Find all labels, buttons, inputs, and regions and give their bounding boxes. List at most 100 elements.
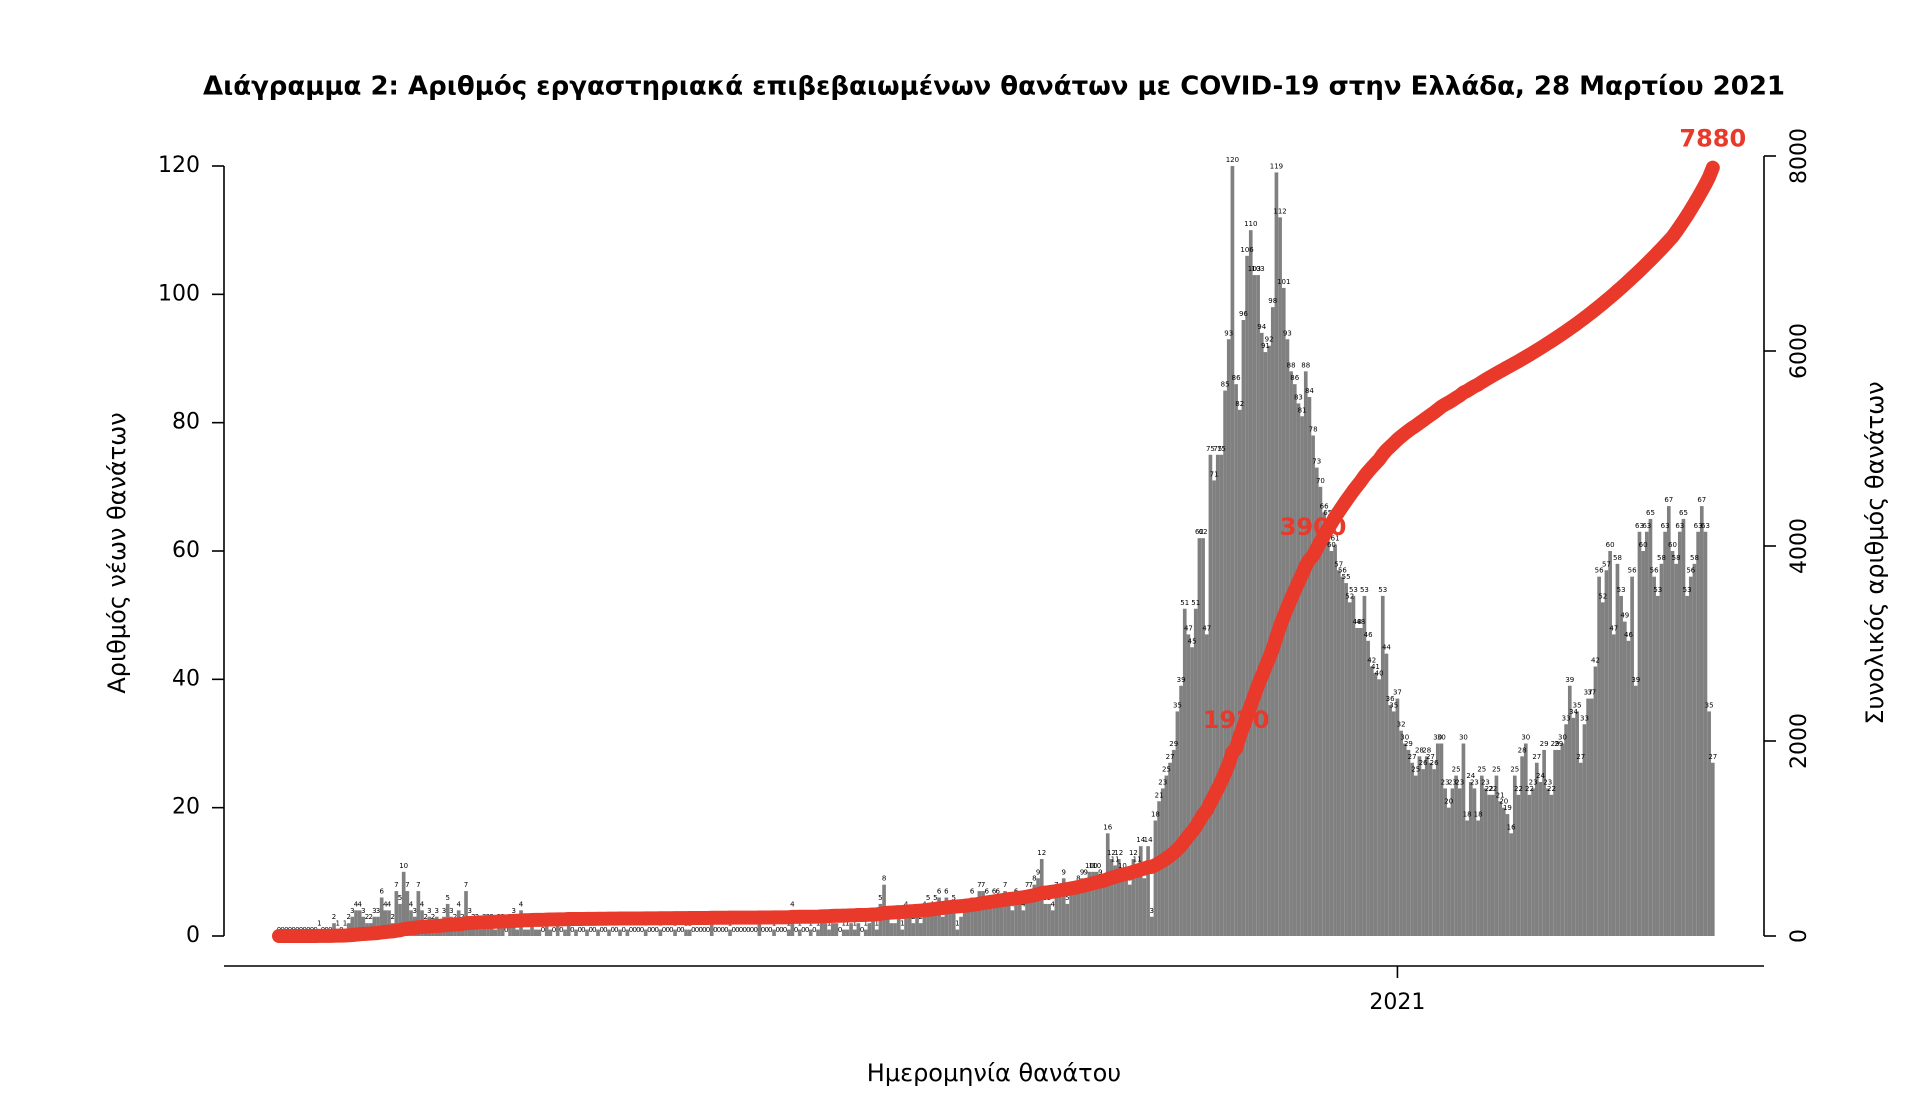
bar xyxy=(926,903,930,936)
bar xyxy=(1494,775,1499,936)
bar-value-label: 10 xyxy=(399,862,408,870)
bar-value-label: 4 xyxy=(1051,900,1056,908)
bar xyxy=(728,929,732,936)
bar-value-label: 9 xyxy=(1080,868,1084,876)
bar xyxy=(1296,403,1301,937)
bar-value-label: 11 xyxy=(1133,855,1142,863)
bar-value-label: 3 xyxy=(412,907,416,915)
bar xyxy=(1490,794,1495,936)
bar xyxy=(1424,756,1429,936)
bar-value-label: 29 xyxy=(1551,740,1560,748)
bar xyxy=(816,929,820,936)
bar xyxy=(1556,749,1561,936)
bar-value-label: 70 xyxy=(1316,477,1325,485)
y-tick-label: 60 xyxy=(172,538,200,563)
bar-value-label: 35 xyxy=(1573,701,1582,709)
bar xyxy=(1406,749,1411,936)
bar xyxy=(1696,531,1700,936)
bar xyxy=(1417,756,1422,936)
bar-value-label: 67 xyxy=(1664,496,1673,504)
bar xyxy=(1644,531,1649,936)
bar-value-label: 37 xyxy=(1584,689,1593,697)
bar-value-label: 0 xyxy=(552,926,556,934)
bar-value-label: 14 xyxy=(1136,836,1145,844)
bar xyxy=(618,929,622,936)
bar-value-label: 35 xyxy=(1389,701,1398,709)
bar-value-label: 48 xyxy=(1353,618,1362,626)
bar-value-label: 22 xyxy=(1488,785,1497,793)
bar-value-label: 78 xyxy=(1309,426,1318,434)
bar xyxy=(1036,878,1040,936)
bar-value-label: 30 xyxy=(1459,734,1468,742)
line-value-label: 7880 xyxy=(1679,125,1746,153)
bar-value-label: 63 xyxy=(1661,522,1670,530)
bar-value-label: 41 xyxy=(1371,663,1380,671)
y-tick-label: 40 xyxy=(172,666,200,691)
bar xyxy=(563,929,567,936)
bar xyxy=(350,916,355,936)
bar xyxy=(530,923,534,936)
bar-value-label: 23 xyxy=(1158,778,1167,786)
bar-value-label: 3 xyxy=(350,907,354,915)
bar xyxy=(1362,595,1367,936)
bar xyxy=(893,923,897,936)
bar-value-label: 53 xyxy=(1378,586,1387,594)
bar xyxy=(797,929,802,936)
bar xyxy=(1351,595,1356,936)
bar-value-label: 4 xyxy=(383,900,388,908)
bar-value-label: 20 xyxy=(1444,798,1453,806)
bar-value-label: 2 xyxy=(365,913,369,921)
bar-value-label: 30 xyxy=(1400,734,1409,742)
bar-value-label: 10 xyxy=(1092,862,1101,870)
bar xyxy=(1025,891,1029,936)
bar xyxy=(830,923,835,936)
bar-value-label: 10 xyxy=(1085,862,1094,870)
bar xyxy=(1465,820,1469,936)
bar xyxy=(416,891,421,936)
y2-tick-label: 8000 xyxy=(1787,128,1812,184)
bar-value-label: 1 xyxy=(317,920,321,928)
bar-value-label: 0 xyxy=(713,926,717,934)
bar xyxy=(1230,166,1235,936)
bar xyxy=(1509,833,1513,936)
bar xyxy=(1688,576,1693,936)
bar-value-label: 120 xyxy=(1226,156,1239,164)
bar xyxy=(1072,891,1077,936)
bar xyxy=(1021,910,1026,936)
bar-value-label: 0 xyxy=(717,926,721,934)
bar-value-label: 29 xyxy=(1554,740,1563,748)
bar-value-label: 110 xyxy=(1244,220,1257,228)
bar-value-label: 91 xyxy=(1261,342,1270,350)
bar-value-label: 0 xyxy=(676,926,680,934)
bar xyxy=(915,916,919,936)
bar xyxy=(1538,782,1543,936)
bar xyxy=(1479,775,1484,936)
bar xyxy=(515,929,520,936)
bar-value-label: 0 xyxy=(651,926,655,934)
bar-value-label: 86 xyxy=(1232,374,1241,382)
bar-value-label: 0 xyxy=(640,926,644,934)
bar xyxy=(1131,859,1136,936)
bar xyxy=(1604,570,1609,936)
bar xyxy=(544,923,549,936)
bar-value-label: 1 xyxy=(335,920,339,928)
bar-value-label: 6 xyxy=(992,888,997,896)
bar xyxy=(1663,531,1667,936)
bar xyxy=(1487,794,1491,936)
bar xyxy=(1428,762,1433,936)
bar-value-label: 5 xyxy=(445,894,449,902)
bar-value-label: 0 xyxy=(750,926,754,934)
line-value-label: 3900 xyxy=(1280,513,1347,541)
bar xyxy=(1219,454,1224,936)
bar-value-label: 7 xyxy=(464,881,468,889)
bar xyxy=(757,923,762,936)
bar xyxy=(1699,506,1704,936)
bar xyxy=(1256,275,1260,936)
bar xyxy=(1369,666,1374,936)
bar-value-label: 0 xyxy=(731,926,735,934)
bar-value-label: 25 xyxy=(1510,766,1519,774)
bar xyxy=(856,923,861,936)
bar-value-label: 0 xyxy=(654,926,658,934)
bar xyxy=(1069,891,1073,936)
